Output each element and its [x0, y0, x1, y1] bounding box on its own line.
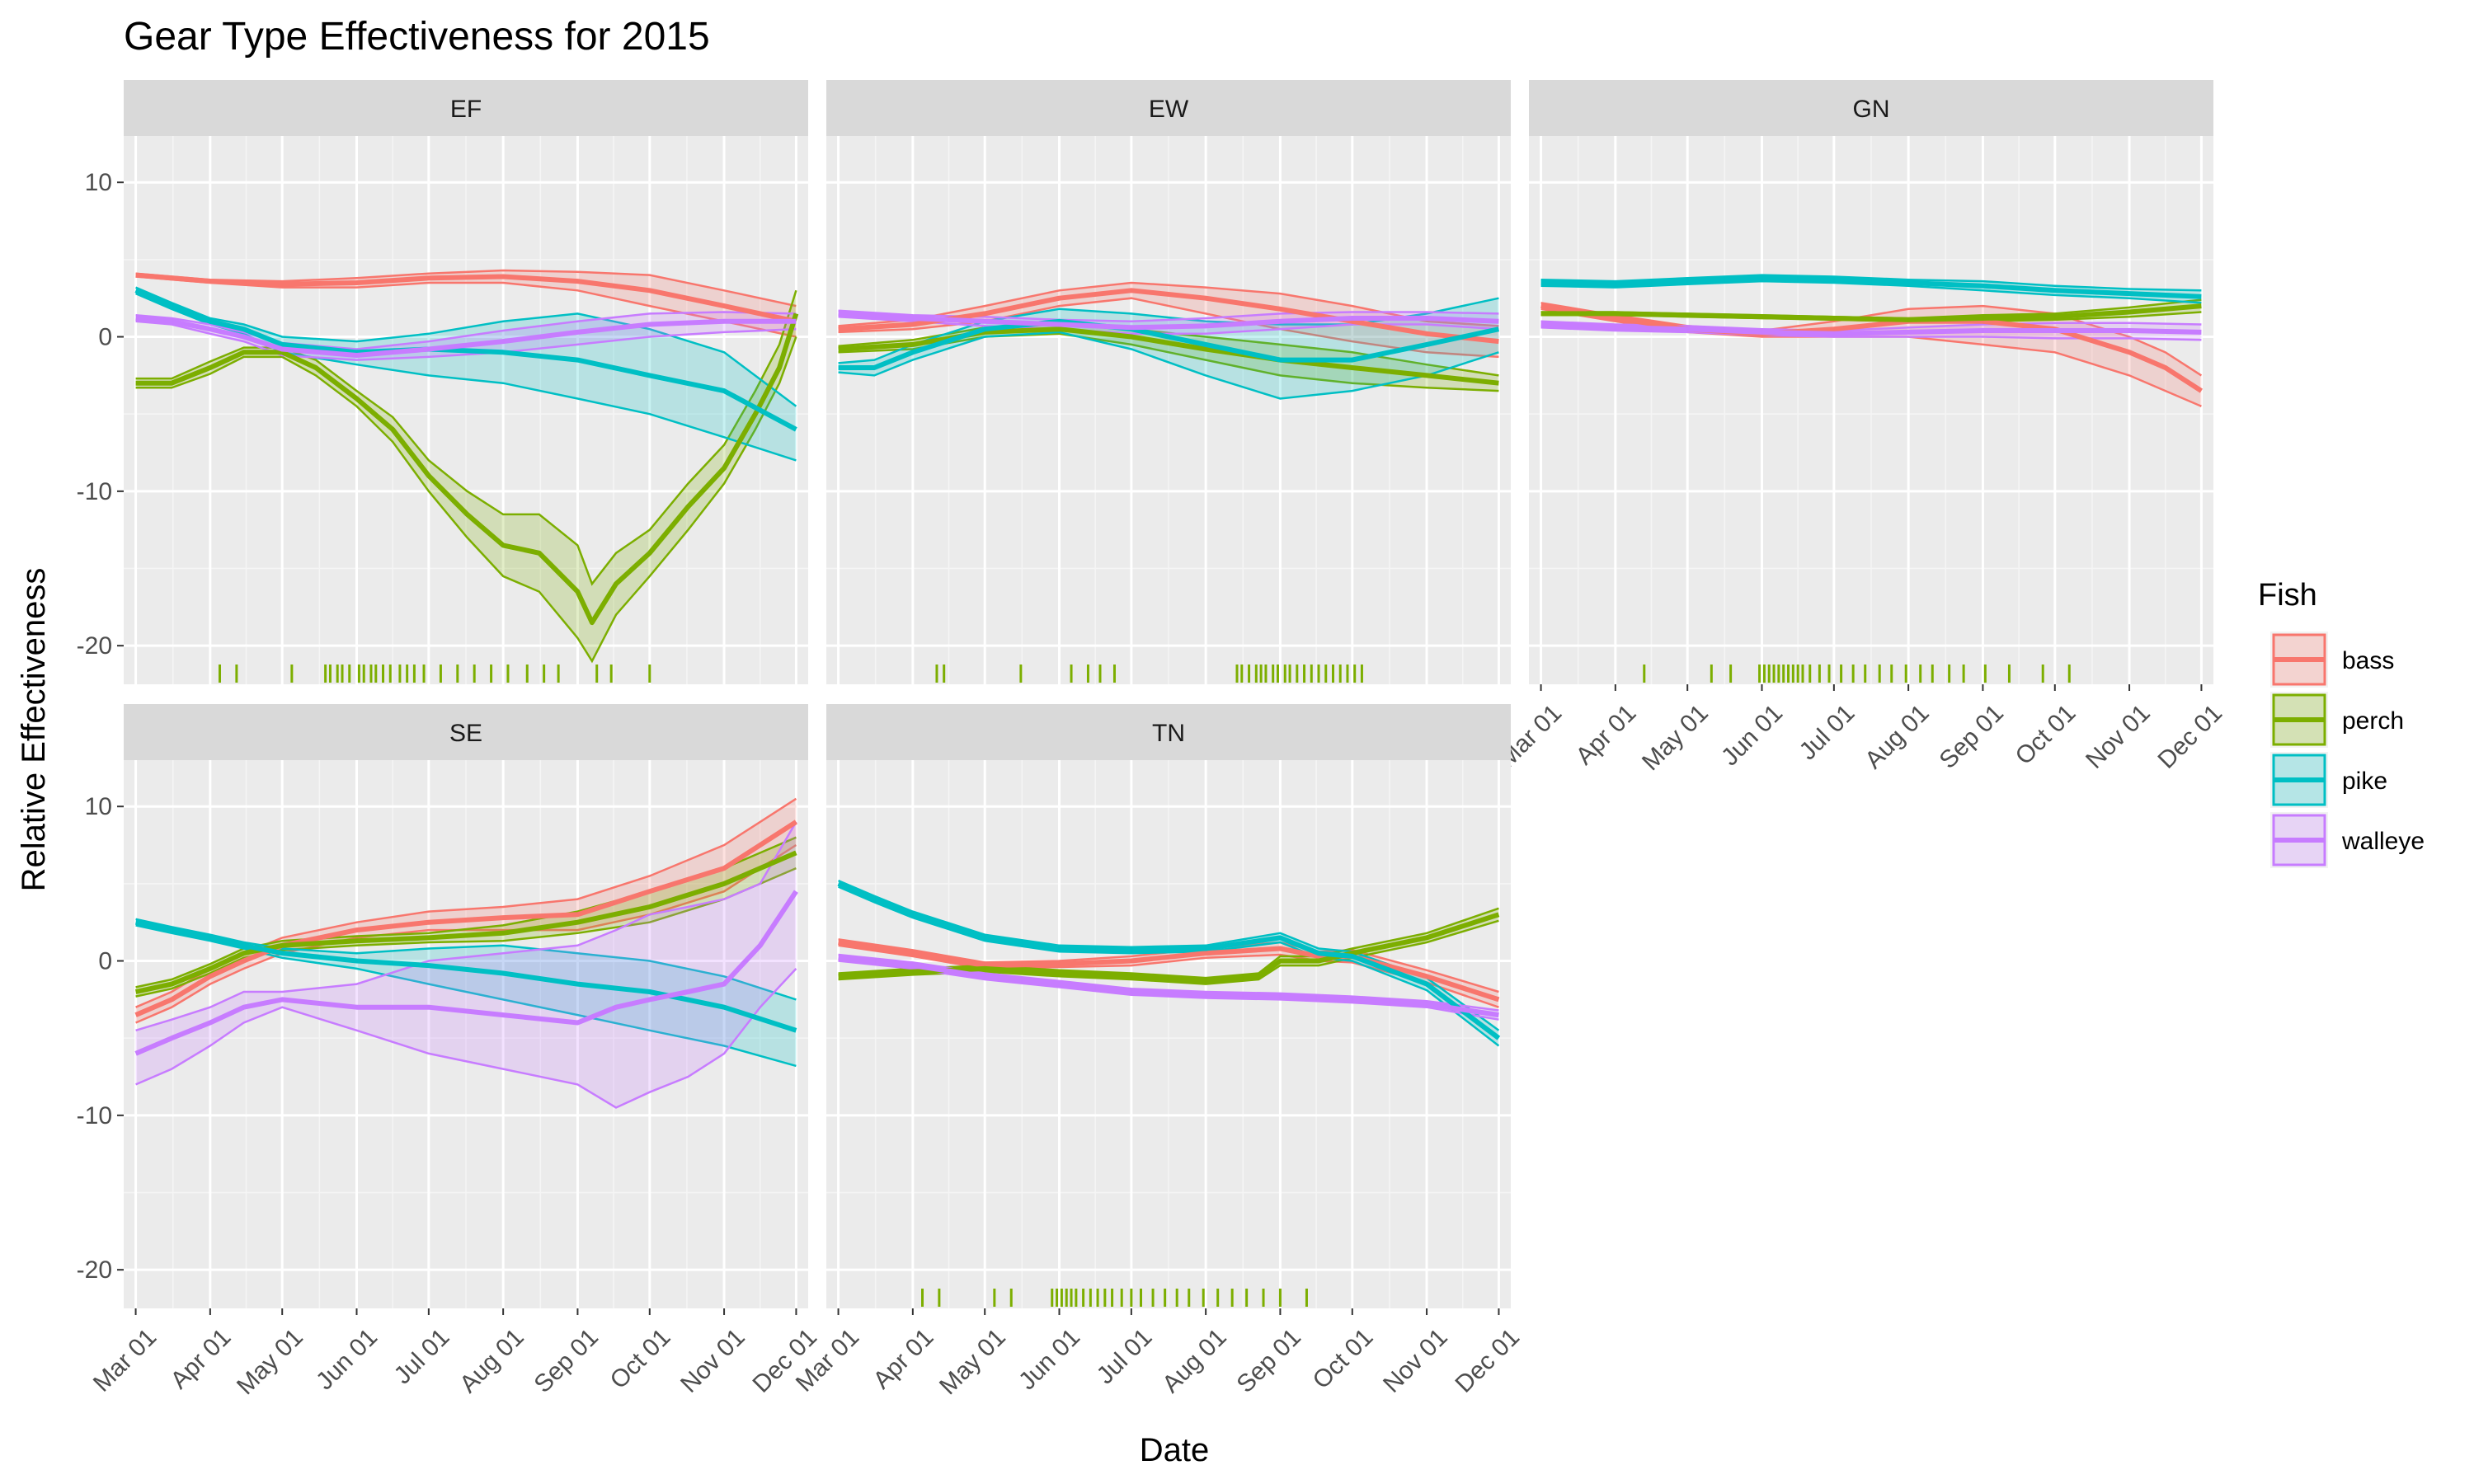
ribbon-upper-pike	[135, 286, 797, 407]
ribbon-lower-bass	[135, 843, 797, 1024]
ribbon-walleye	[135, 821, 797, 1108]
y-tick-label: 10	[85, 793, 112, 820]
ribbon-lower-pike	[135, 924, 797, 1068]
facet-strip-label: GN	[1853, 96, 1890, 123]
series-line-bass	[134, 819, 798, 1017]
legend-label-bass: bass	[2342, 647, 2394, 674]
ribbon-lower-walleye	[135, 320, 797, 361]
series-line-walleye	[135, 316, 797, 358]
y-tick-label: 0	[98, 324, 112, 351]
legend-label-perch: perch	[2342, 707, 2404, 735]
ribbon-perch	[838, 324, 1499, 392]
ribbon-upper-perch	[135, 289, 797, 586]
ribbon-upper-pike	[838, 879, 1500, 1031]
ribbon-lower-walleye	[135, 968, 797, 1109]
series-line-walleye	[838, 311, 1499, 331]
facet-panel-ef: EF 10 0 -10 -20	[77, 80, 808, 684]
ribbon-upper-pike	[135, 918, 797, 1001]
ribbon-lower-pike	[135, 292, 797, 462]
ribbon-lower-pike	[838, 885, 1500, 1047]
legend-item-pike: pike	[2270, 752, 2387, 808]
ribbon-lower-walleye	[838, 315, 1499, 336]
ribbon-upper-walleye	[135, 311, 797, 350]
ribbon-lower-pike	[838, 331, 1499, 400]
y-tick-label: 0	[98, 948, 112, 975]
legend-title: Fish	[2258, 578, 2317, 613]
facet-strip	[826, 80, 1511, 136]
series-line-perch	[1540, 303, 2202, 322]
legend-item-walleye: walleye	[2270, 812, 2425, 868]
series-line-walleye	[134, 890, 798, 1056]
ribbon-upper-pike	[838, 297, 1499, 364]
series-line-pike	[134, 919, 797, 1033]
series-line-walleye	[1540, 322, 2202, 336]
facet-strip	[124, 704, 808, 760]
series-line-pike	[837, 881, 1501, 1040]
ribbon-lower-perch	[135, 336, 797, 664]
ribbon-lower-bass	[838, 297, 1499, 359]
ribbon-upper-walleye	[135, 821, 797, 1031]
series-line-bass	[135, 272, 797, 324]
ribbon-lower-bass	[838, 944, 1499, 1008]
y-tick-label: 10	[85, 169, 112, 196]
ribbon-lower-walleye	[838, 960, 1499, 1021]
facet-strip	[1529, 80, 2213, 136]
ribbon-upper-perch	[838, 907, 1499, 979]
ribbon-upper-bass	[838, 281, 1499, 327]
y-tick-label: -20	[77, 632, 112, 660]
y-axis-title: Relative Effectiveness	[16, 568, 52, 892]
y-tick-label: -20	[77, 1256, 112, 1284]
legend-item-perch: perch	[2270, 692, 2404, 748]
legend-label-walleye: walleye	[2341, 828, 2425, 855]
y-tick-label: -10	[77, 478, 112, 505]
ribbon-bass	[135, 798, 797, 1023]
facet-strip	[124, 80, 808, 136]
y-tick-label: -10	[77, 1102, 112, 1129]
legend: Fish bass perch pike walleye	[2258, 578, 2425, 868]
legend-item-bass: bass	[2270, 632, 2394, 688]
series-line-walleye	[838, 955, 1499, 1018]
ribbon-upper-bass	[1540, 302, 2203, 377]
legend-label-pike: pike	[2342, 768, 2387, 795]
facet-strip-label: TN	[1152, 720, 1185, 747]
facet-strip-label: EW	[1149, 96, 1189, 123]
series-line-perch	[135, 312, 799, 626]
series-line-pike	[1540, 275, 2202, 299]
ribbon-upper-walleye	[838, 309, 1499, 323]
ribbon-upper-pike	[1540, 274, 2202, 292]
series-line-perch	[134, 850, 797, 994]
x-axis-title: Date	[1140, 1432, 1210, 1468]
facet-strip-label: EF	[450, 96, 482, 123]
chart-title: Gear Type Effectiveness for 2015	[124, 15, 710, 59]
facet-strip-label: SE	[449, 720, 482, 747]
ribbon-lower-pike	[1540, 279, 2202, 304]
series-line-perch	[838, 912, 1500, 984]
ribbon-pike	[135, 287, 797, 461]
facet-panel-ew: EW	[826, 80, 1511, 684]
facet-strip	[826, 704, 1511, 760]
